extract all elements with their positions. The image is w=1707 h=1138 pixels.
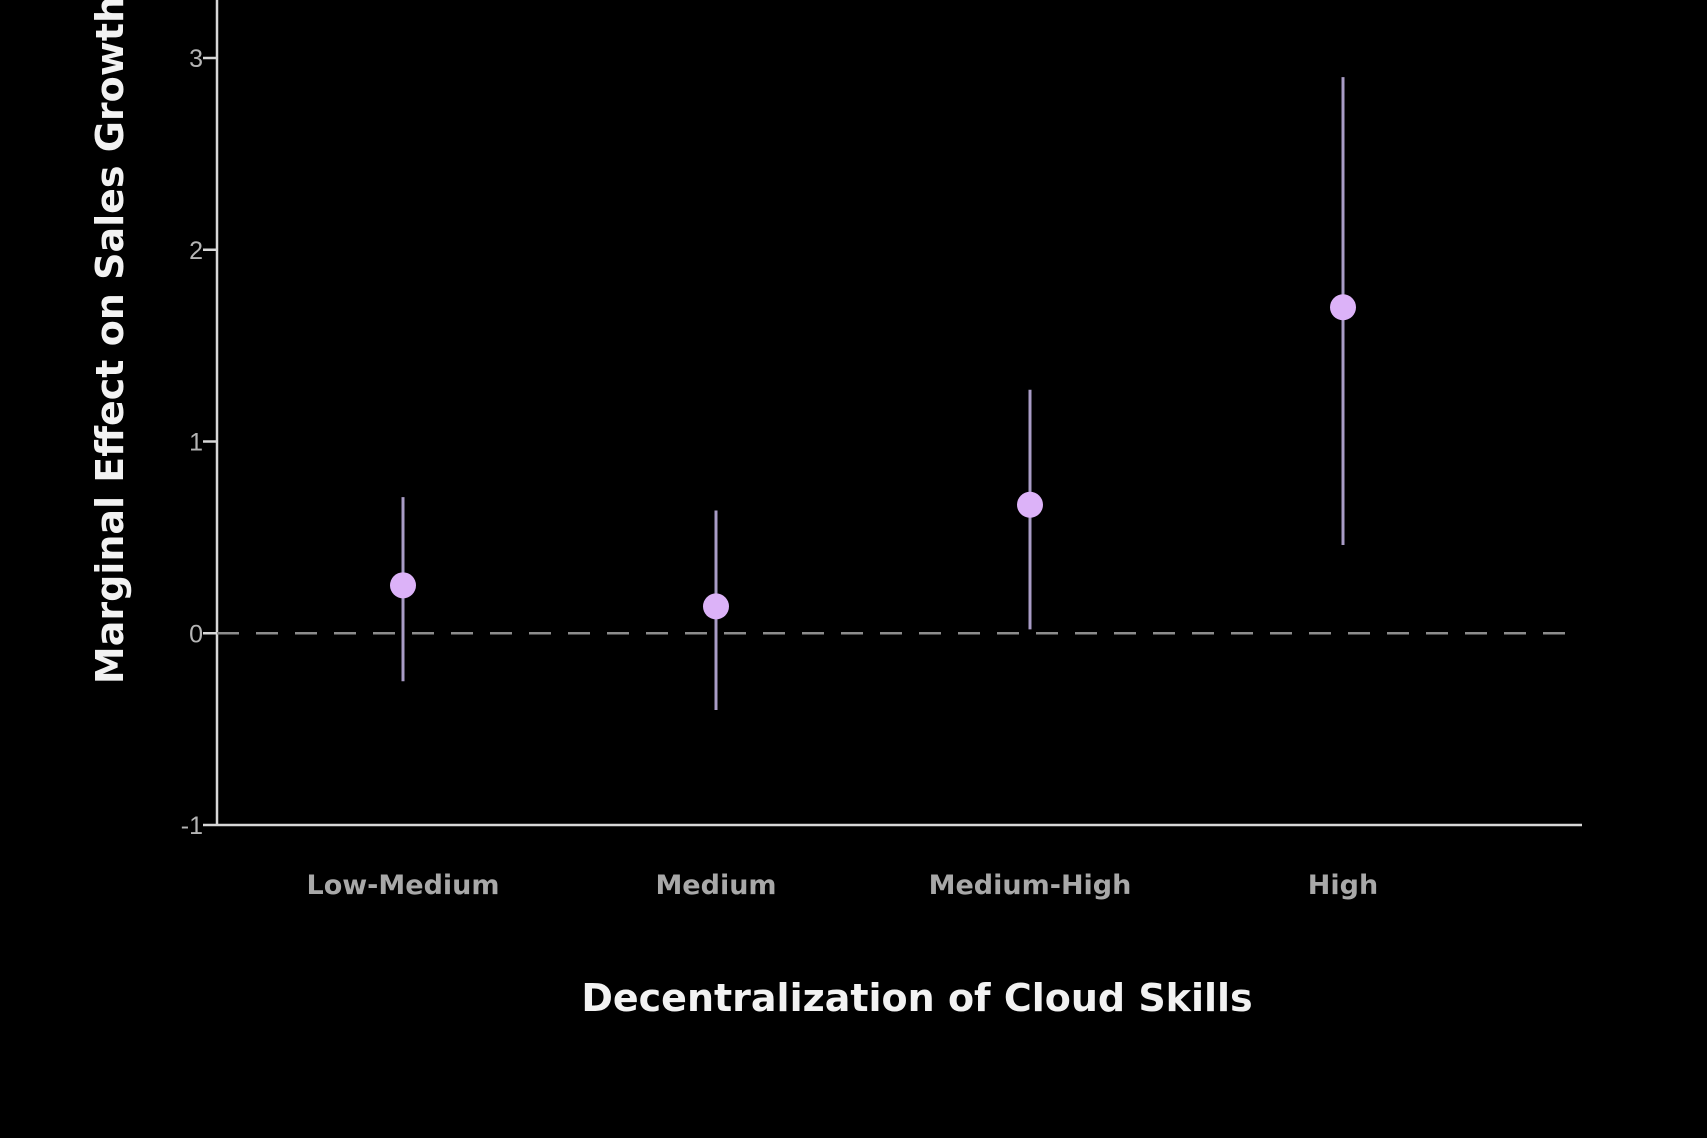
estimate-point-high — [1330, 294, 1356, 321]
y-tick-label: 2 — [189, 237, 203, 265]
y-axis-title: Marginal Effect on Sales Growth — [88, 0, 132, 684]
x-category-label: Low-Medium — [306, 870, 499, 901]
y-tick-label: 3 — [189, 45, 203, 73]
x-category-label: Medium-High — [929, 870, 1132, 901]
estimate-point-low-medium — [390, 572, 416, 599]
x-category-label: High — [1308, 870, 1378, 901]
error-bars — [401, 77, 1345, 710]
estimate-points — [390, 294, 1356, 620]
estimate-point-medium — [703, 593, 729, 620]
x-category-labels: Low-Medium Medium Medium-High High — [306, 870, 1378, 901]
estimate-point-medium-high — [1017, 491, 1043, 518]
axes-layer — [215, 0, 1582, 827]
x-category-label: Medium — [655, 870, 776, 901]
x-axis-title: Decentralization of Cloud Skills — [581, 976, 1252, 1020]
y-tick-label: 1 — [189, 429, 203, 457]
y-tick-label: -1 — [181, 812, 203, 840]
y-tick-label: 0 — [189, 620, 203, 648]
y-tick-labels: -1 0 1 2 3 — [181, 45, 217, 840]
